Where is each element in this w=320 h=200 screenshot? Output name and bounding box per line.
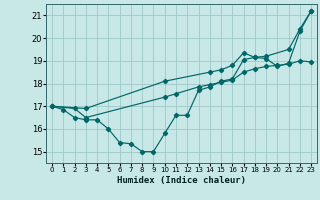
X-axis label: Humidex (Indice chaleur): Humidex (Indice chaleur) xyxy=(117,176,246,185)
